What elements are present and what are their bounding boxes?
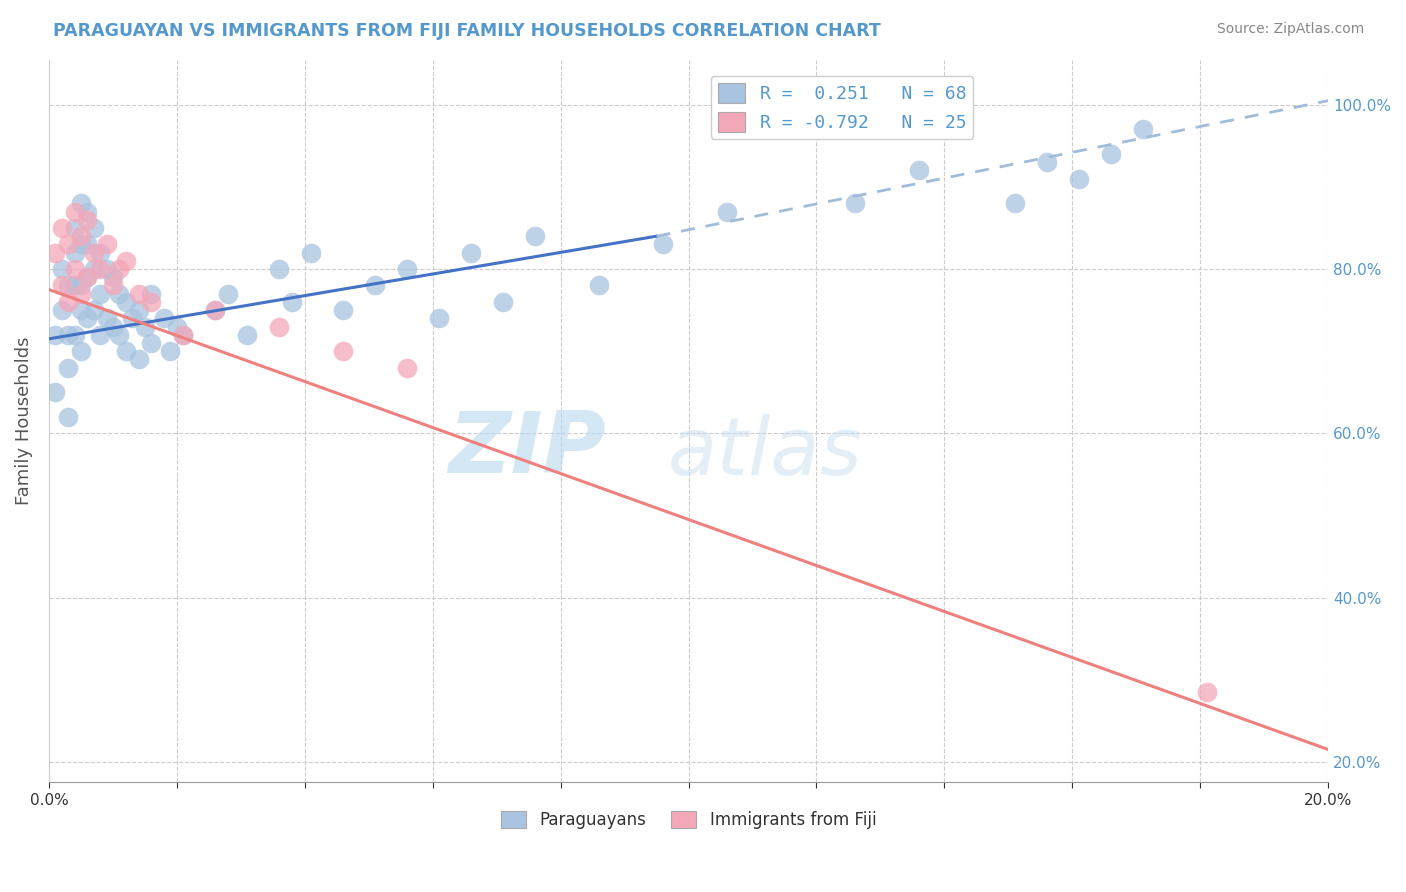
Point <box>44 327 66 342</box>
Point <box>652 237 675 252</box>
Point <box>51 303 73 318</box>
Point <box>70 196 93 211</box>
Point <box>141 335 163 350</box>
Point <box>1067 171 1090 186</box>
Point <box>172 327 194 342</box>
Point <box>76 311 98 326</box>
Point <box>63 278 86 293</box>
Point <box>204 303 226 318</box>
Point <box>70 229 93 244</box>
Point <box>114 253 136 268</box>
Point <box>128 303 150 318</box>
Point <box>166 319 188 334</box>
Point <box>1004 196 1026 211</box>
Point <box>204 303 226 318</box>
Point <box>427 311 450 326</box>
Point <box>114 294 136 309</box>
Text: PARAGUAYAN VS IMMIGRANTS FROM FIJI FAMILY HOUSEHOLDS CORRELATION CHART: PARAGUAYAN VS IMMIGRANTS FROM FIJI FAMIL… <box>53 22 882 40</box>
Point <box>108 262 131 277</box>
Point <box>492 294 515 309</box>
Point <box>269 319 291 334</box>
Point <box>299 245 322 260</box>
Point <box>56 327 79 342</box>
Y-axis label: Family Households: Family Households <box>15 336 32 505</box>
Point <box>96 311 118 326</box>
Point <box>51 221 73 235</box>
Point <box>524 229 547 244</box>
Point <box>134 319 156 334</box>
Point <box>63 262 86 277</box>
Point <box>153 311 176 326</box>
Point <box>89 262 111 277</box>
Point <box>1035 155 1057 169</box>
Point <box>76 212 98 227</box>
Point <box>332 344 354 359</box>
Point <box>217 286 239 301</box>
Point <box>70 278 93 293</box>
Point <box>56 278 79 293</box>
Point <box>76 237 98 252</box>
Point <box>76 204 98 219</box>
Point <box>70 344 93 359</box>
Point <box>101 319 124 334</box>
Point <box>63 327 86 342</box>
Point <box>63 221 86 235</box>
Point <box>101 270 124 285</box>
Point <box>114 344 136 359</box>
Text: atlas: atlas <box>668 415 863 492</box>
Point <box>89 286 111 301</box>
Point <box>83 221 105 235</box>
Point <box>56 360 79 375</box>
Point <box>76 270 98 285</box>
Point <box>56 409 79 424</box>
Point <box>89 327 111 342</box>
Point <box>44 385 66 400</box>
Point <box>396 360 419 375</box>
Point <box>121 311 143 326</box>
Point <box>51 262 73 277</box>
Point <box>51 278 73 293</box>
Point <box>76 270 98 285</box>
Point <box>1132 122 1154 136</box>
Point <box>128 286 150 301</box>
Point <box>83 303 105 318</box>
Point <box>269 262 291 277</box>
Point <box>96 237 118 252</box>
Point <box>96 262 118 277</box>
Point <box>141 294 163 309</box>
Point <box>236 327 259 342</box>
Point <box>364 278 387 293</box>
Point <box>396 262 419 277</box>
Point <box>83 245 105 260</box>
Point <box>56 294 79 309</box>
Point <box>89 245 111 260</box>
Point <box>907 163 929 178</box>
Legend: Paraguayans, Immigrants from Fiji: Paraguayans, Immigrants from Fiji <box>495 804 883 836</box>
Point <box>141 286 163 301</box>
Point <box>844 196 866 211</box>
Point <box>108 286 131 301</box>
Point <box>1195 685 1218 699</box>
Point <box>101 278 124 293</box>
Point <box>1099 147 1122 161</box>
Point <box>70 303 93 318</box>
Point <box>83 262 105 277</box>
Point <box>108 327 131 342</box>
Point <box>128 352 150 367</box>
Text: ZIP: ZIP <box>447 409 606 491</box>
Point <box>159 344 181 359</box>
Point <box>716 204 738 219</box>
Point <box>332 303 354 318</box>
Point <box>56 237 79 252</box>
Text: Source: ZipAtlas.com: Source: ZipAtlas.com <box>1216 22 1364 37</box>
Point <box>44 245 66 260</box>
Point <box>281 294 304 309</box>
Point <box>70 286 93 301</box>
Point <box>588 278 610 293</box>
Point <box>70 237 93 252</box>
Point <box>460 245 482 260</box>
Point <box>63 245 86 260</box>
Point <box>63 204 86 219</box>
Point <box>172 327 194 342</box>
